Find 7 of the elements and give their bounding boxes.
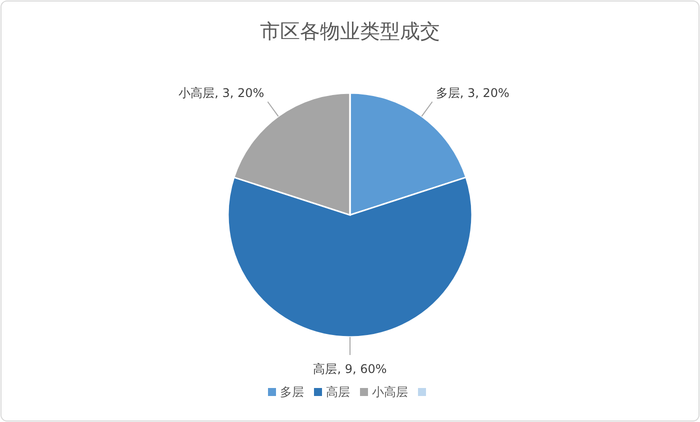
legend-label: 多层 — [280, 385, 304, 399]
data-label: 小高层, 3, 20% — [178, 86, 264, 100]
legend-label: 小高层 — [372, 385, 408, 399]
data-label: 多层, 3, 20% — [436, 86, 510, 100]
chart-title: 市区各物业类型成交 — [260, 19, 440, 43]
data-label: 高层, 9, 60% — [313, 362, 387, 376]
legend-label: 高层 — [326, 385, 350, 399]
